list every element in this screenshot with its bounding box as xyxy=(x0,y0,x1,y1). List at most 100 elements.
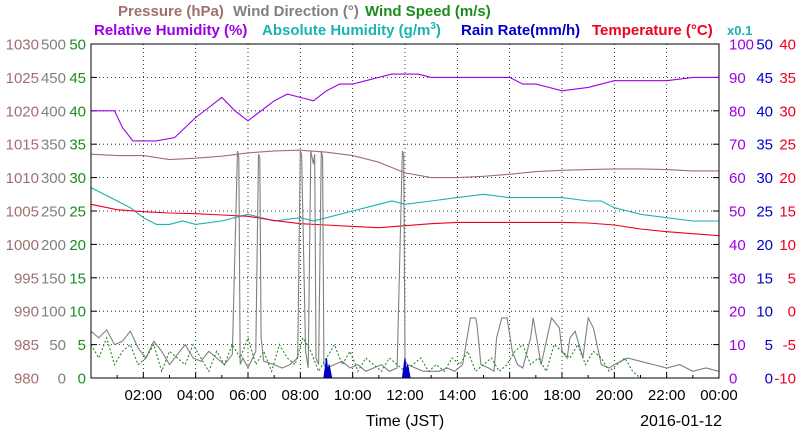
x-tick-label: 16:00 xyxy=(491,387,529,404)
y-tick-label-temperature: 0 xyxy=(788,304,796,321)
x-tick-label: 00:00 xyxy=(700,387,738,404)
y-tick-label-wind-speed: 35 xyxy=(69,137,86,154)
x-tick-label: 10:00 xyxy=(334,387,372,404)
y-tick-label-temperature: 35 xyxy=(779,70,796,87)
x-tick-label: 06:00 xyxy=(229,387,267,404)
y-tick-label-pressure: 1000 xyxy=(6,237,39,254)
y-tick-label-pressure: 985 xyxy=(14,337,39,354)
y-tick-label-pressure: 1025 xyxy=(6,70,39,87)
y-tick-label-rain-rate: 40 xyxy=(756,103,773,120)
x-tick-label: 18:00 xyxy=(543,387,581,404)
y-tick-label-rain-rate: 45 xyxy=(756,70,773,87)
y-tick-label-relative-humidity: 50 xyxy=(729,204,746,221)
y-tick-label-pressure: 980 xyxy=(14,371,39,388)
y-tick-label-wind-direction: 350 xyxy=(41,137,66,154)
legend-absolute-humidity: Absolute Humidity (g/m3) xyxy=(262,21,441,39)
y-tick-label-temperature: 5 xyxy=(788,270,796,287)
y-tick-label-relative-humidity: 40 xyxy=(729,237,746,254)
y-tick-label-wind-speed: 30 xyxy=(69,170,86,187)
y-tick-label-wind-speed: 25 xyxy=(69,204,86,221)
y-tick-label-wind-direction: 450 xyxy=(41,70,66,87)
y-tick-label-temperature: 15 xyxy=(779,204,796,221)
series-pressure xyxy=(90,149,719,179)
y-tick-label-relative-humidity: 60 xyxy=(729,170,746,187)
y-tick-label-wind-direction: 300 xyxy=(41,170,66,187)
x-axis-label: Time (JST) xyxy=(366,413,445,430)
y-tick-label-rain-rate: 5 xyxy=(765,337,773,354)
y-tick-label-pressure: 1010 xyxy=(6,170,39,187)
y-tick-label-rain-rate: 15 xyxy=(756,270,773,287)
y-tick-label-relative-humidity: 10 xyxy=(729,337,746,354)
y-tick-label-temperature: 25 xyxy=(779,137,796,154)
y-tick-label-relative-humidity: 30 xyxy=(729,270,746,287)
y-tick-label-wind-direction: 150 xyxy=(41,270,66,287)
y-tick-label-rain-rate: 50 xyxy=(756,37,773,54)
legend-wind-direction: Wind Direction (°) xyxy=(233,3,359,20)
x-tick-label: 08:00 xyxy=(282,387,320,404)
y-tick-label-pressure: 990 xyxy=(14,304,39,321)
y-tick-label-rain-rate: 0 xyxy=(765,371,773,388)
y-tick-label-wind-speed: 45 xyxy=(69,70,86,87)
y-tick-label-temperature: 10 xyxy=(779,237,796,254)
x-tick-label: 04:00 xyxy=(177,387,215,404)
legend-temperature: Temperature (°C) xyxy=(592,22,713,39)
y-tick-label-wind-speed: 5 xyxy=(78,337,86,354)
x-tick-label: 20:00 xyxy=(596,387,634,404)
y-tick-label-temperature: 20 xyxy=(779,170,796,187)
y-tick-label-rain-rate: 30 xyxy=(756,170,773,187)
y-tick-label-pressure: 1015 xyxy=(6,137,39,154)
x-tick-label: 12:00 xyxy=(386,387,424,404)
y-tick-label-wind-speed: 15 xyxy=(69,270,86,287)
y-tick-label-wind-direction: 50 xyxy=(49,337,66,354)
y-tick-label-wind-direction: 400 xyxy=(41,103,66,120)
series xyxy=(90,73,720,379)
y-tick-label-pressure: 1020 xyxy=(6,103,39,120)
y-tick-label-wind-speed: 40 xyxy=(69,103,86,120)
plot-frame xyxy=(90,43,720,379)
y-tick-label-wind-speed: 0 xyxy=(78,371,86,388)
y-tick-label-rain-rate: 20 xyxy=(756,237,773,254)
y-tick-label-temperature: -5 xyxy=(783,337,796,354)
y-tick-label-pressure: 1030 xyxy=(6,37,39,54)
y-tick-label-wind-direction: 500 xyxy=(41,37,66,54)
y-tick-label-relative-humidity: 0 xyxy=(729,371,737,388)
y-tick-label-temperature: -10 xyxy=(774,371,796,388)
y-tick-label-relative-humidity: 80 xyxy=(729,103,746,120)
x-tick-label: 22:00 xyxy=(648,387,686,404)
series-absolute-humidity xyxy=(90,187,719,225)
legend-multiplier: x0.1 xyxy=(727,23,752,38)
y-tick-label-relative-humidity: 100 xyxy=(729,37,754,54)
x-tick-label: 02:00 xyxy=(125,387,163,404)
legend-relative-humidity: Relative Humidity (%) xyxy=(94,22,247,39)
y-tick-label-rain-rate: 25 xyxy=(756,204,773,221)
y-tick-label-wind-direction: 100 xyxy=(41,304,66,321)
axes: 02:00 04:00 06:00 08:00 10:00 12:00 14:00 16:00… xyxy=(6,37,796,405)
y-tick-label-pressure: 1005 xyxy=(6,204,39,221)
y-tick-label-wind-speed: 10 xyxy=(69,304,86,321)
y-tick-label-temperature: 40 xyxy=(779,37,796,54)
y-tick-label-relative-humidity: 70 xyxy=(729,137,746,154)
x-tick-label: 14:00 xyxy=(439,387,477,404)
series-temperature xyxy=(90,203,720,237)
grid xyxy=(91,44,719,378)
legend-pressure: Pressure (hPa) xyxy=(118,3,224,20)
y-tick-label-pressure: 995 xyxy=(14,270,39,287)
y-tick-label-rain-rate: 10 xyxy=(756,304,773,321)
date-label: 2016-01-12 xyxy=(640,413,722,430)
series-wind-direction xyxy=(90,150,720,373)
series-relative-humidity xyxy=(91,73,719,142)
y-tick-label-relative-humidity: 90 xyxy=(729,70,746,87)
y-tick-label-wind-speed: 20 xyxy=(69,237,86,254)
y-tick-label-wind-speed: 50 xyxy=(69,37,86,54)
y-tick-label-temperature: 30 xyxy=(779,103,796,120)
legend-rain-rate: Rain Rate(mm/h) xyxy=(461,22,580,39)
y-tick-label-wind-direction: 250 xyxy=(41,204,66,221)
y-tick-label-rain-rate: 35 xyxy=(756,137,773,154)
series-wind-speed xyxy=(90,336,719,379)
y-tick-label-wind-direction: 200 xyxy=(41,237,66,254)
legend-wind-speed: Wind Speed (m/s) xyxy=(365,3,491,20)
series-rain-rate xyxy=(91,357,719,379)
y-tick-label-wind-direction: 0 xyxy=(58,371,66,388)
y-tick-label-relative-humidity: 20 xyxy=(729,304,746,321)
